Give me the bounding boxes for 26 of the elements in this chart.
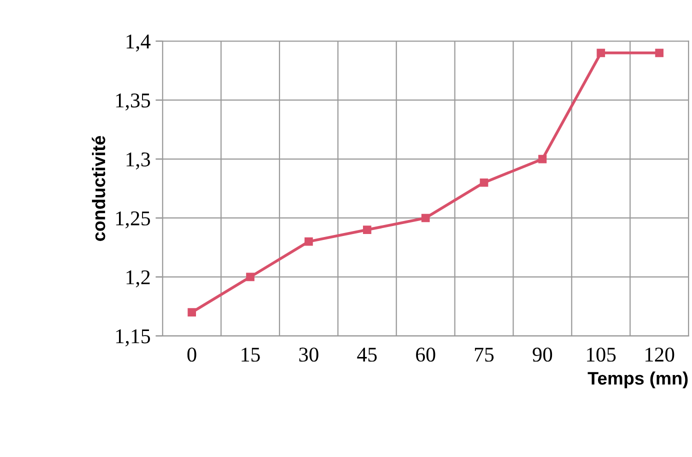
point (188, 308, 196, 316)
x-tick-label: 45 (357, 348, 377, 362)
x-tick-label: 90 (532, 348, 552, 362)
x-tick-label: 105 (587, 348, 616, 362)
x-axis-title: Temps (mn) (588, 371, 688, 388)
point (480, 178, 488, 187)
x-tick-label: 15 (242, 348, 260, 362)
y-tick-label: 1,35 (116, 94, 150, 111)
y-tick-label: 1,2 (126, 270, 150, 288)
x-tick-label: 60 (416, 348, 436, 362)
x-tick-label: 120 (646, 348, 674, 362)
point (246, 272, 254, 282)
point (655, 48, 664, 58)
x-tick-label: 75 (474, 348, 494, 362)
point (421, 214, 430, 222)
point (362, 226, 372, 234)
point (304, 237, 313, 246)
y-axis-title: conductivité (92, 136, 106, 241)
point (596, 48, 606, 58)
x-tick-label: 30 (299, 348, 318, 362)
y-tick-label: 1,3 (126, 152, 150, 170)
y-tick-label: 1,25 (116, 211, 150, 228)
y-tick-label: 1,15 (116, 329, 150, 346)
x-tick-label: 0 (187, 348, 196, 362)
point (538, 154, 547, 164)
y-tick-label: 1,4 (126, 34, 150, 52)
